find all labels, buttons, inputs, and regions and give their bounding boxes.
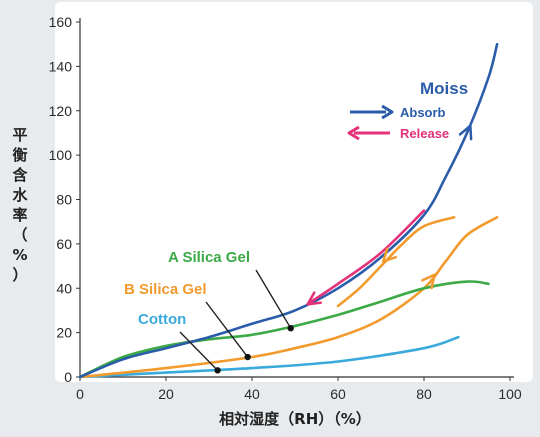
legend-title: Moiss <box>420 79 468 98</box>
y-tick-label: 140 <box>49 58 73 74</box>
series-label-cotton: Cotton <box>138 311 186 328</box>
x-tick-label: 20 <box>158 386 174 402</box>
series-line-a-silica-gel <box>78 280 490 379</box>
y-tick-label: 80 <box>56 192 72 208</box>
leader-line <box>255 269 292 329</box>
y-tick-label: 0 <box>64 369 72 385</box>
series-label-a-silica-gel: A Silica Gel <box>168 249 250 266</box>
b-silica-release-arrow <box>381 247 398 263</box>
moiss-release-arrow <box>306 291 323 306</box>
plot-panel <box>55 2 533 382</box>
series-line-release <box>306 209 426 306</box>
y-tick-label: 160 <box>49 14 73 30</box>
x-axis-label: 相対湿度（RH）（%） <box>219 410 371 428</box>
moiss-absorb-arrow <box>458 124 473 141</box>
leader-line <box>179 331 219 371</box>
series-line-cotton <box>78 335 460 379</box>
x-tick-label: 40 <box>244 386 260 402</box>
x-tick-label: 60 <box>330 386 346 402</box>
leader-dot <box>287 324 294 332</box>
annotations: A Silica Gel B Silica Gel Cotton <box>124 249 294 374</box>
y-tick-label: 20 <box>56 325 72 341</box>
x-tick-label: 80 <box>416 386 432 402</box>
y-tick-label: 120 <box>49 103 73 119</box>
x-tick-label: 100 <box>498 386 522 402</box>
legend-entry-absorb: Absorb <box>350 104 446 120</box>
legend-entry-release: Release <box>347 125 449 141</box>
leader-line <box>205 301 249 358</box>
y-tick-label: 60 <box>56 236 72 252</box>
legend-arrow-left-icon <box>347 125 360 141</box>
legend-arrow-right-icon <box>381 104 394 120</box>
y-axis-label: 平衡含水率（%） <box>12 126 28 284</box>
x-tick-label: 0 <box>76 386 84 402</box>
b-silica-absorb-arrow <box>421 273 436 290</box>
y-tick-label: 40 <box>56 280 72 296</box>
leader-dot <box>244 353 251 361</box>
series-line-moiss <box>78 42 499 379</box>
series-line-b-silica-gel <box>78 216 499 379</box>
legend-label: Absorb <box>400 105 446 120</box>
series-group <box>78 42 499 379</box>
series-label-b-silica-gel: B Silica Gel <box>124 281 207 298</box>
axes: 0 20 40 60 80 100 0 20 40 60 80 100 120 140 160 相対湿度（RH… <box>12 14 521 428</box>
legend-label: Release <box>400 126 449 141</box>
y-tick-label: 100 <box>49 147 73 163</box>
legend: Moiss Absorb Release <box>347 79 468 141</box>
series-line-b-silica-gel-release- <box>336 216 456 308</box>
leader-dot <box>214 367 221 374</box>
